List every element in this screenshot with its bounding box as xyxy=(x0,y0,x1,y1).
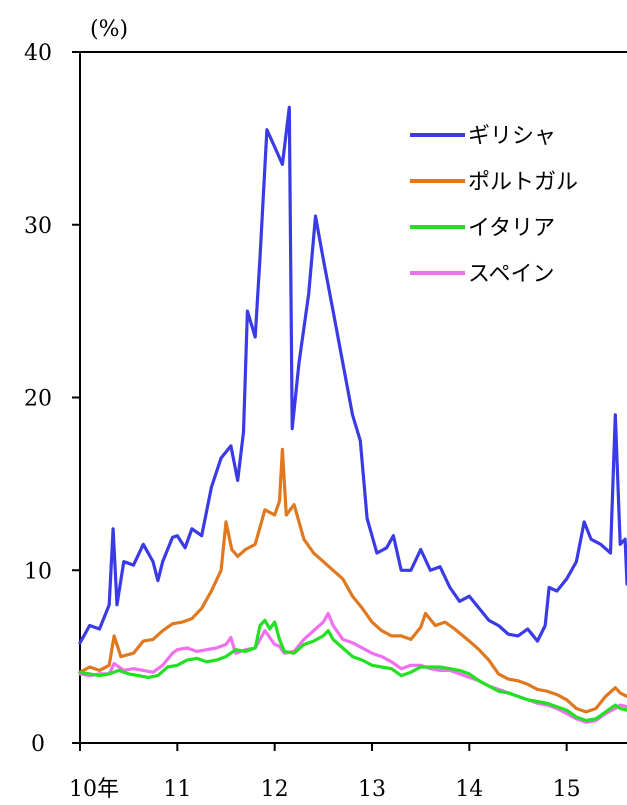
y-tick-label: 10 xyxy=(24,559,52,584)
series-layer xyxy=(78,105,627,724)
y-tick-label: 0 xyxy=(31,732,45,757)
y-tick-label: 20 xyxy=(24,387,52,412)
x-tick-label: 14 xyxy=(455,777,483,802)
legend-label: ギリシャ xyxy=(468,124,556,149)
x-tick-label: 11 xyxy=(163,777,191,802)
x-tick-label: 15 xyxy=(553,777,581,802)
series-line-0 xyxy=(78,105,627,645)
series-line-2 xyxy=(78,618,627,723)
x-tick-label: 13 xyxy=(358,777,386,802)
series-line-1 xyxy=(78,447,627,714)
axes: 0 10 20 30 40 10年 11 12 13 14 15 xyxy=(24,41,627,802)
y-axis-unit-label: (%) xyxy=(90,17,128,42)
y-tick-label: 40 xyxy=(24,41,52,66)
legend-label: イタリア xyxy=(468,216,555,241)
x-tick-label: 10年 xyxy=(69,777,119,802)
legend-label: スペイン xyxy=(468,262,554,287)
y-tick-label: 30 xyxy=(24,214,52,239)
legend-label: ポルトガル xyxy=(468,170,578,195)
x-tick-label: 12 xyxy=(261,777,289,802)
